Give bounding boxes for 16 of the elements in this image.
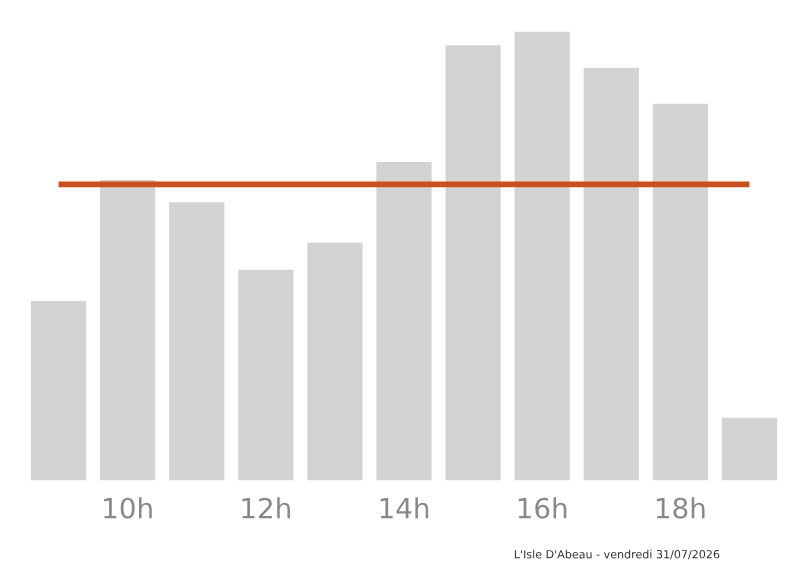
x-tick-label: 12h <box>242 497 290 519</box>
x-tick-label: 18h <box>656 497 705 519</box>
x-tick-label: 16h <box>518 497 567 519</box>
bar <box>652 103 708 481</box>
bar <box>721 417 778 481</box>
bar <box>238 269 294 481</box>
bar <box>169 202 225 481</box>
x-tick-label: 14h <box>380 497 429 519</box>
bar <box>514 31 570 481</box>
bar <box>307 242 363 481</box>
bar <box>100 179 156 481</box>
bar <box>30 301 87 481</box>
bar <box>376 161 432 481</box>
x-tick-label: 10h <box>104 497 152 519</box>
bar <box>445 45 501 481</box>
bar <box>583 67 639 481</box>
